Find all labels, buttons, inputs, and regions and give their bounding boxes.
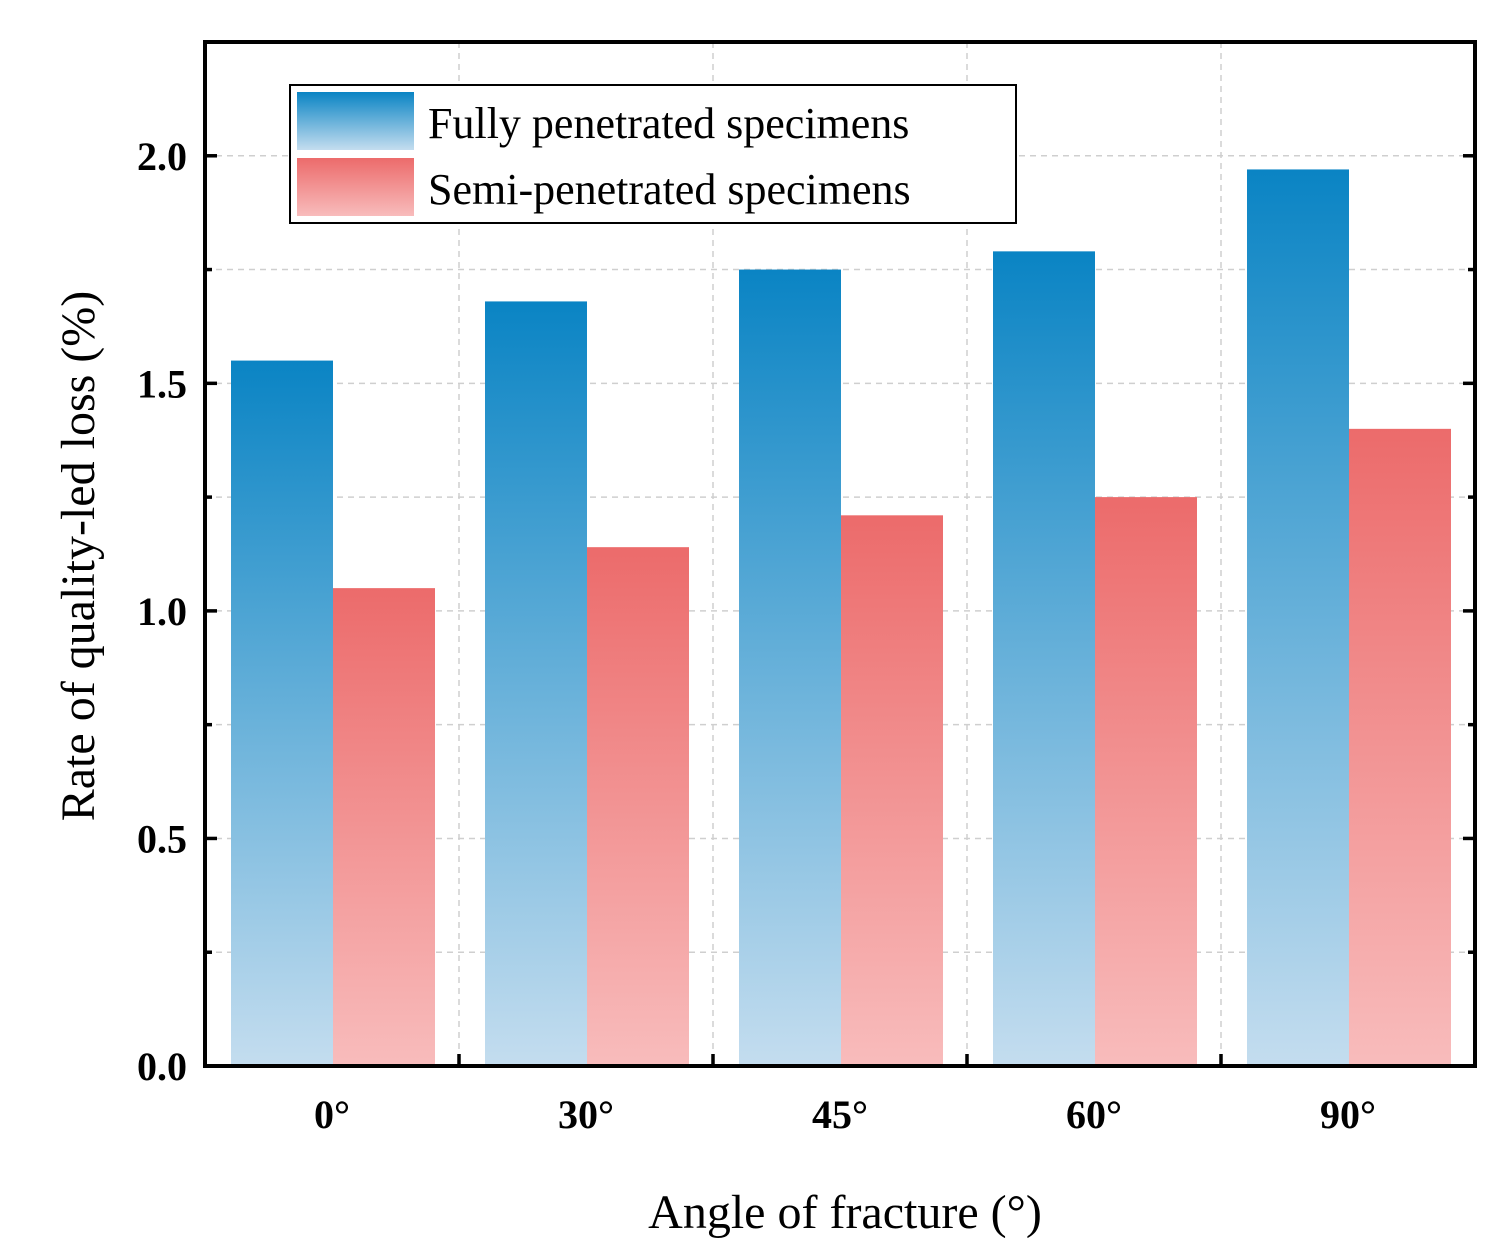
y-tick-label: 1.0 [137,589,187,634]
x-tick-label: 90° [1320,1092,1376,1137]
legend-swatch-fully-penetrated [297,92,414,150]
legend-label-semi-penetrated: Semi-penetrated specimens [428,165,911,214]
y-tick-label: 0.0 [137,1044,187,1089]
x-tick-label: 0° [314,1092,350,1137]
bars [231,169,1451,1067]
bar-semi-90deg [1349,428,1451,1066]
x-tick-label: 45° [812,1092,868,1137]
x-tick-label: 60° [1066,1092,1122,1137]
legend-label-fully-penetrated: Fully penetrated specimens [428,99,909,148]
bar-semi-60deg [1095,497,1197,1067]
axis-ticks [205,154,1475,1068]
x-axis-title: Angle of fracture (°) [648,1186,1042,1239]
y-tick-label: 1.5 [137,361,187,406]
bar-fully-90deg [1247,169,1349,1067]
bar-semi-30deg [587,547,689,1066]
y-tick-label: 2.0 [137,134,187,179]
x-tick-label: 30° [558,1092,614,1137]
bar-semi-45deg [841,515,943,1066]
legend-swatch-semi-penetrated [297,158,414,216]
axes-frame [203,40,1477,1068]
tick-labels: 0.0 0.5 1.0 1.5 2.0 0° 30° 45° 60° 90° [137,134,1376,1137]
bar-semi-0deg [333,588,435,1066]
bar-fully-45deg [739,269,841,1066]
legend: Fully penetrated specimens Semi-penetrat… [289,84,1017,224]
y-tick-label: 0.5 [137,816,187,861]
bar-fully-0deg [231,360,333,1067]
y-axis-title: Rate of quality-led loss (%) [52,291,105,822]
plot-frame [203,40,1477,1068]
bar-fully-60deg [993,251,1095,1067]
bar-fully-30deg [485,301,587,1066]
